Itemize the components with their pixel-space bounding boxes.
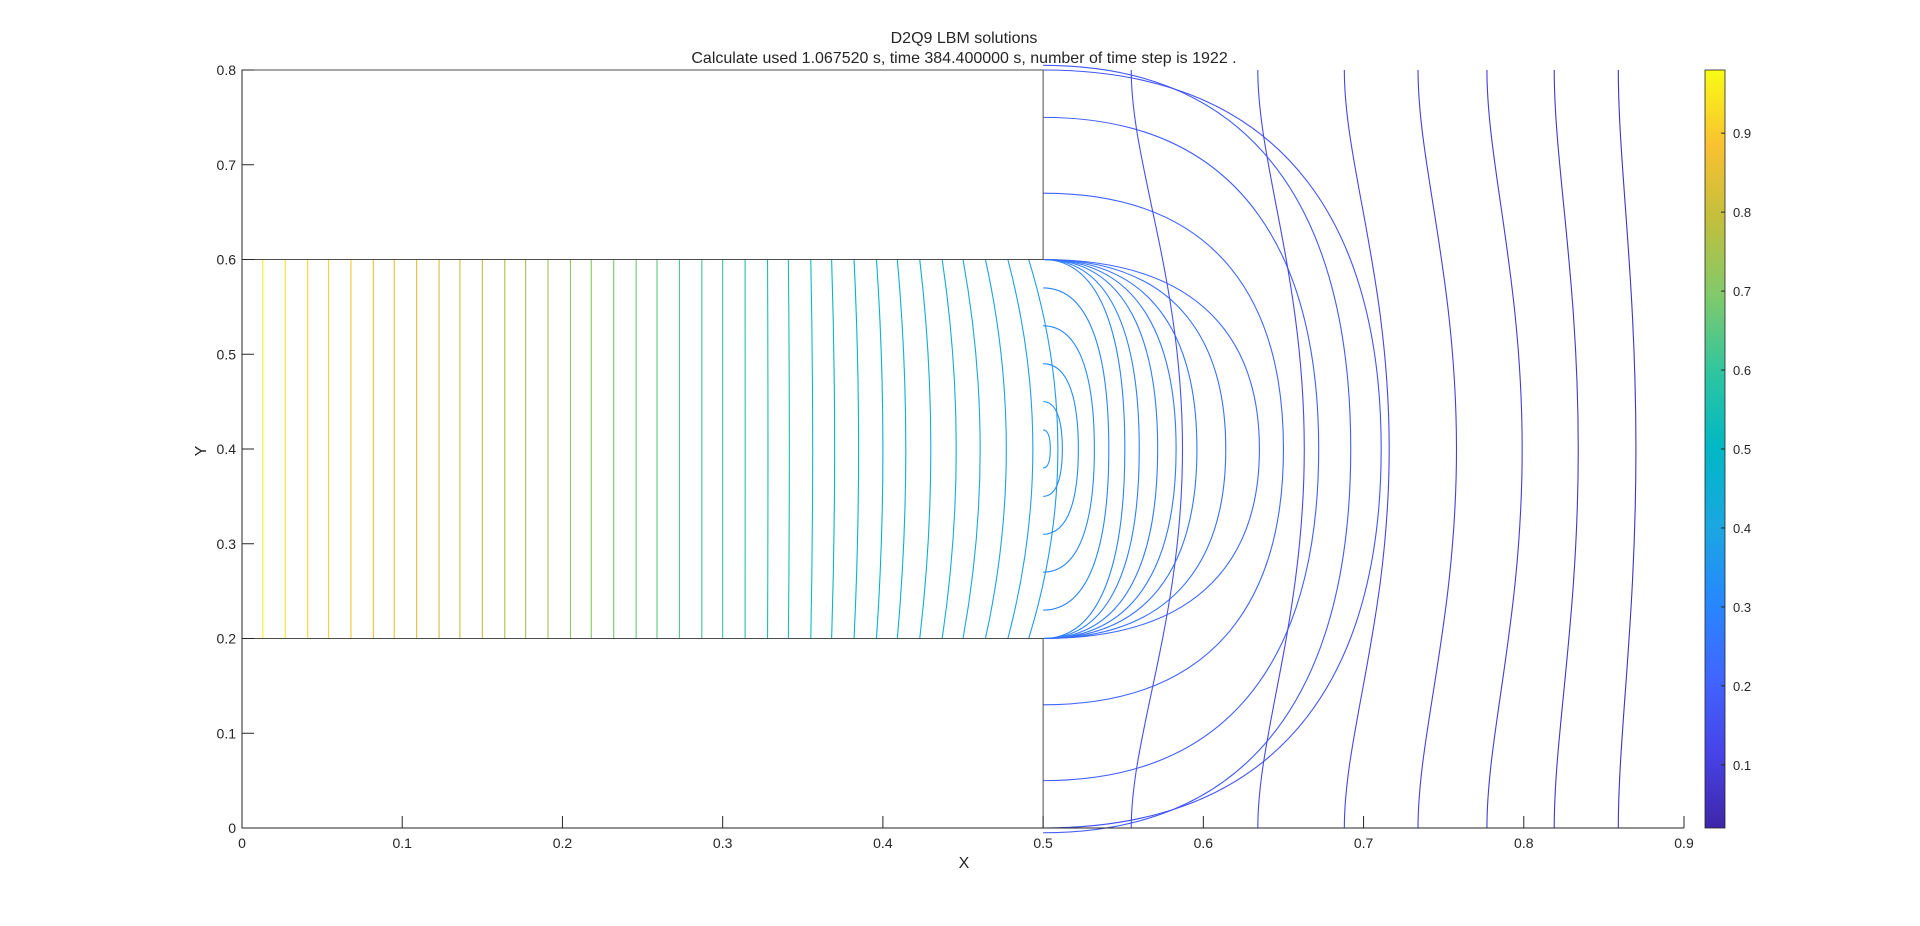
- y-tick-label: 0.4: [217, 441, 237, 457]
- channel-contour-34: [1007, 259, 1034, 639]
- contour-lines: [262, 64, 1637, 834]
- x-tick-label: 0.6: [1194, 835, 1214, 851]
- channel-contour-25: [810, 259, 814, 639]
- channel-contour-29: [896, 259, 907, 639]
- outlet-contour-1: [1043, 401, 1063, 497]
- outlet-contour-14: [1043, 64, 1352, 834]
- outlet-contour-4: [1043, 287, 1110, 611]
- outlet-contour-11: [1043, 258, 1260, 640]
- outlet-contour-9: [1043, 258, 1198, 640]
- solid-block-0: [241, 69, 1044, 260]
- outlet-contour-3: [1043, 325, 1095, 573]
- wall-contour-6: [1617, 69, 1637, 829]
- outlet-contour-7: [1043, 258, 1159, 640]
- x-tick-label: 0.4: [873, 835, 893, 851]
- y-tick-label: 0.7: [217, 157, 237, 173]
- y-tick-label: 0.3: [217, 536, 237, 552]
- colorbar-tick-label: 0.7: [1733, 284, 1751, 299]
- colorbar-tick-label: 0.5: [1733, 442, 1751, 457]
- wall-contour-5: [1553, 69, 1579, 829]
- y-tick-label: 0.1: [217, 725, 237, 741]
- outlet-contour-12: [1043, 192, 1284, 706]
- x-tick-label: 0.2: [553, 835, 573, 851]
- y-axis-ticks: 0 0.1 0.2 0.3 0.4 0.5 0.6 0.7 0.8: [217, 62, 254, 836]
- colorbar-tick-label: 0.4: [1733, 521, 1751, 536]
- y-tick-label: 0.8: [217, 62, 237, 78]
- wall-contour-2: [1343, 69, 1390, 829]
- x-tick-label: 0.5: [1033, 835, 1053, 851]
- channel-contour-27: [853, 259, 860, 639]
- x-tick-label: 0.3: [713, 835, 733, 851]
- channel-contour-33: [984, 259, 1007, 639]
- channel-contour-28: [875, 259, 884, 639]
- colorbar-tick-label: 0.6: [1733, 363, 1751, 378]
- outlet-contour-0: [1043, 429, 1051, 469]
- outlet-contour-15: [1043, 69, 1382, 829]
- outlet-contour-10: [1043, 258, 1227, 640]
- solid-blocks: [241, 69, 1044, 829]
- colorbar-tick-label: 0.3: [1733, 600, 1751, 615]
- channel-contour-35: [1028, 259, 1059, 639]
- x-tick-label: 0: [238, 835, 246, 851]
- outlet-contour-8: [1043, 258, 1177, 640]
- colorbar-ticks: 0.1 0.2 0.3 0.4 0.5 0.6 0.7 0.8 0.9: [1721, 126, 1751, 773]
- colorbar-tick-label: 0.8: [1733, 205, 1751, 220]
- channel-contour-31: [941, 259, 957, 639]
- y-axis-label: Y: [193, 445, 210, 456]
- wall-contour-0: [1130, 69, 1184, 829]
- y-tick-label: 0: [228, 820, 236, 836]
- x-axis-label: X: [959, 855, 970, 872]
- wall-contour-1: [1257, 69, 1305, 829]
- outlet-contour-13: [1043, 116, 1320, 782]
- outlet-contour-6: [1043, 258, 1140, 640]
- chart-title: D2Q9 LBM solutions: [891, 30, 1038, 47]
- channel-contour-26: [831, 259, 836, 639]
- channel-contour-32: [962, 259, 981, 639]
- x-tick-label: 0.1: [392, 835, 412, 851]
- x-tick-label: 0.7: [1354, 835, 1374, 851]
- y-tick-label: 0.6: [217, 252, 237, 268]
- y-tick-label: 0.5: [217, 346, 237, 362]
- chart-subtitle: Calculate used 1.067520 s, time 384.4000…: [691, 50, 1236, 67]
- x-tick-label: 0.9: [1674, 835, 1694, 851]
- y-tick-label: 0.2: [217, 631, 237, 647]
- colorbar-tick-label: 0.9: [1733, 126, 1751, 141]
- wall-contour-4: [1486, 69, 1523, 829]
- colorbar-tick-label: 0.1: [1733, 758, 1751, 773]
- outlet-contour-2: [1043, 363, 1079, 535]
- wall-contour-3: [1417, 69, 1458, 829]
- channel-contour-30: [919, 259, 932, 639]
- colorbar-tick-label: 0.2: [1733, 679, 1751, 694]
- x-axis-ticks: 0 0.1 0.2 0.3 0.4 0.5 0.6 0.7 0.8 0.9: [238, 816, 1694, 851]
- outlet-contour-5: [1043, 258, 1126, 640]
- channel-contour-24: [787, 259, 790, 639]
- solid-block-1: [241, 638, 1044, 829]
- x-tick-label: 0.8: [1514, 835, 1534, 851]
